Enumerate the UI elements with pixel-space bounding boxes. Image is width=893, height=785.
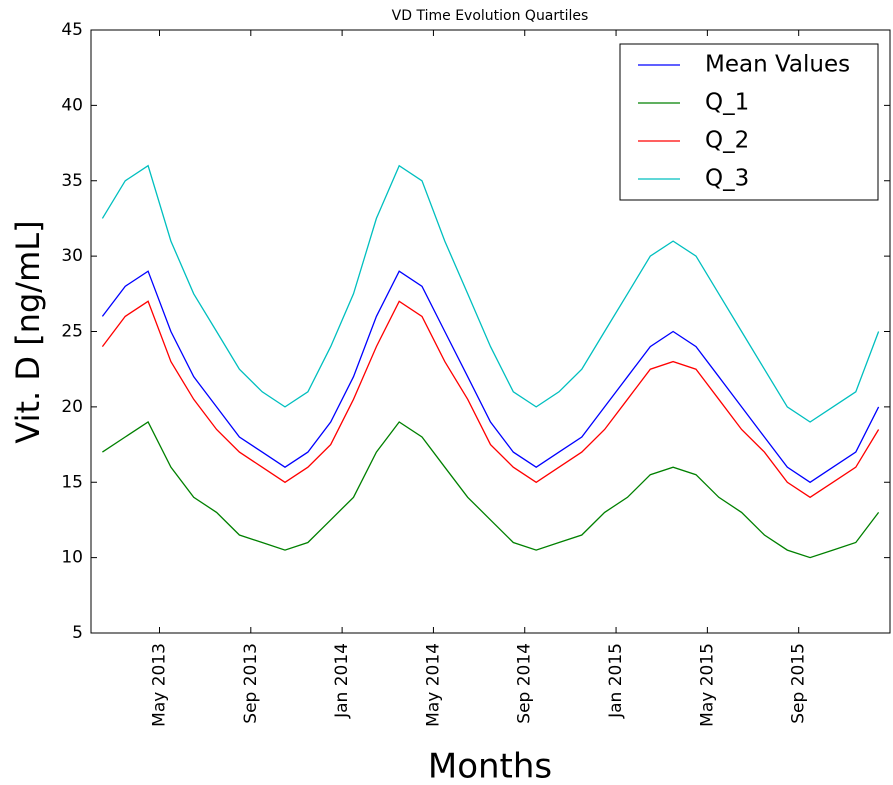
x-tick-label: Jan 2015	[606, 643, 626, 719]
y-tick-label: 35	[61, 171, 83, 191]
legend-label: Q_1	[705, 90, 749, 116]
x-tick-label: Sep 2014	[515, 643, 535, 724]
legend-box	[619, 43, 879, 201]
y-tick-label: 10	[61, 548, 83, 568]
legend-label: Mean Values	[705, 52, 850, 78]
y-tick-label: 30	[61, 246, 83, 266]
data-line	[102, 421, 880, 559]
y-tick-label: 40	[61, 95, 83, 115]
x-tick-label: May 2013	[149, 643, 169, 727]
data-line	[101, 270, 880, 484]
y-tick-label: 15	[61, 472, 83, 492]
data-line	[101, 300, 880, 499]
legend-label: Q_3	[705, 166, 749, 192]
x-tick-label: Jan 2014	[332, 643, 352, 719]
x-axis-label: Months	[428, 747, 552, 785]
chart-title: VD Time Evolution Quartiles	[392, 8, 589, 24]
x-tick-label: Sep 2013	[241, 643, 261, 724]
x-tick-label: May 2015	[697, 643, 717, 727]
y-axis-label: Vit. D [ng/mL]	[9, 220, 47, 443]
x-tick-label: Sep 2015	[789, 643, 809, 724]
x-tick-label: May 2014	[423, 643, 443, 727]
data-line	[101, 164, 880, 423]
y-tick-label: 45	[61, 20, 83, 40]
y-tick-label: 25	[61, 322, 83, 342]
legend-label: Q_2	[705, 128, 749, 154]
y-tick-label: 5	[72, 623, 83, 643]
y-tick-label: 20	[61, 397, 83, 417]
